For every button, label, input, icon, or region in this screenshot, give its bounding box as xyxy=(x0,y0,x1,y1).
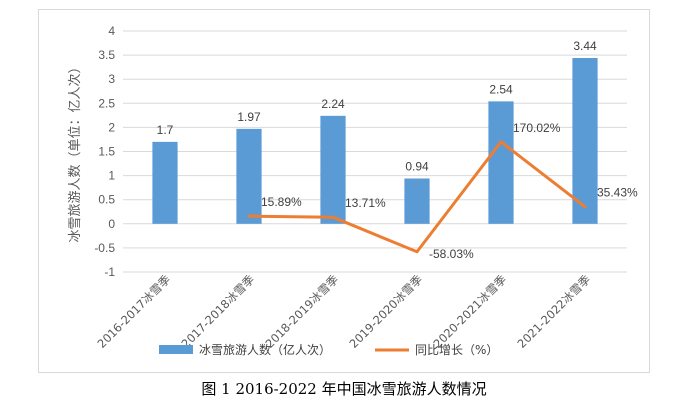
category-label: 2017-2018冰雪季 xyxy=(178,272,257,351)
gridlines xyxy=(123,30,627,273)
bar xyxy=(320,115,346,224)
bar xyxy=(152,141,178,224)
growth-series-line xyxy=(247,140,587,254)
category-label: 2021-2022冰雪季 xyxy=(514,272,593,351)
y-tick-label: 2.5 xyxy=(98,96,115,110)
bar-value-label: 1.97 xyxy=(237,110,261,124)
category-label: 2018-2019冰雪季 xyxy=(262,272,341,351)
chart-frame: -1 -0.5 0 0.5 1 1.5 2 2.5 3 3.5 4 1.7 1.97 2.24 0.94 2… xyxy=(38,9,650,373)
growth-value-label: 13.71% xyxy=(345,196,386,210)
category-label: 2019-2020冰雪季 xyxy=(346,272,425,351)
y-tick-label: 4 xyxy=(108,24,115,38)
bar-value-label: 0.94 xyxy=(405,159,429,173)
growth-value-label: 35.43% xyxy=(597,186,638,200)
y-tick-label: 0.5 xyxy=(98,193,115,207)
bar xyxy=(236,128,262,224)
bar-value-label: 3.44 xyxy=(573,39,597,53)
category-label: 2020-2021冰雪季 xyxy=(430,272,509,351)
legend: 冰雪旅游人数（亿人次） 同比增长（%） xyxy=(159,342,498,357)
figure-caption: 图 1 2016-2022 年中国冰雪旅游人数情况 xyxy=(201,380,487,398)
y-tick-label: -1 xyxy=(104,265,115,279)
growth-value-label: 170.02% xyxy=(513,121,561,135)
bar xyxy=(404,178,430,224)
data-labels: 1.7 1.97 2.24 0.94 2.54 3.44 15.89% 13.71% -58.0… xyxy=(157,39,638,261)
y-tick-label: 1.5 xyxy=(98,145,115,159)
y-tick-label: 3.5 xyxy=(98,48,115,62)
bar-value-label: 1.7 xyxy=(157,123,174,137)
y-tick-label: -0.5 xyxy=(94,241,115,255)
y-tick-label: 1 xyxy=(108,169,115,183)
y-tick-labels: -1 -0.5 0 0.5 1 1.5 2 2.5 3 3.5 4 xyxy=(94,24,115,279)
growth-value-label: -58.03% xyxy=(429,247,474,261)
category-labels: 2016-2017冰雪季 2017-2018冰雪季 2018-2019冰雪季 2019… xyxy=(94,272,593,351)
bar-value-label: 2.24 xyxy=(321,97,345,111)
y-tick-label: 0 xyxy=(108,217,115,231)
legend-bar-swatch xyxy=(159,345,193,354)
legend-line-label: 同比增长（%） xyxy=(415,343,498,357)
y-tick-label: 3 xyxy=(108,72,115,86)
bar xyxy=(488,101,514,224)
growth-value-label: 15.89% xyxy=(261,195,302,209)
y-tick-label: 2 xyxy=(108,120,115,134)
growth-line xyxy=(247,140,587,254)
chart-svg: -1 -0.5 0 0.5 1 1.5 2 2.5 3 3.5 4 1.7 1.97 2.24 0.94 2… xyxy=(67,24,638,357)
bar-value-label: 2.54 xyxy=(489,82,513,96)
bar xyxy=(572,57,598,224)
y-axis-label: 冰雪旅游人数（单位：亿人次） xyxy=(67,60,83,242)
category-label: 2016-2017冰雪季 xyxy=(94,272,173,351)
legend-bar-label: 冰雪旅游人数（亿人次） xyxy=(199,342,331,357)
bars xyxy=(152,57,598,224)
